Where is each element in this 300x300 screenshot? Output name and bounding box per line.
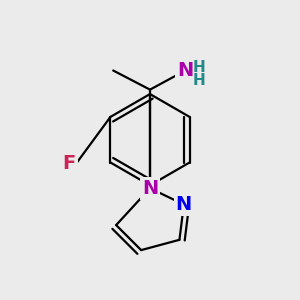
Text: N: N — [176, 195, 192, 214]
Text: H: H — [192, 60, 205, 75]
Text: H: H — [192, 73, 205, 88]
Text: N: N — [177, 61, 194, 80]
Text: F: F — [62, 154, 76, 173]
Text: N: N — [142, 179, 158, 198]
